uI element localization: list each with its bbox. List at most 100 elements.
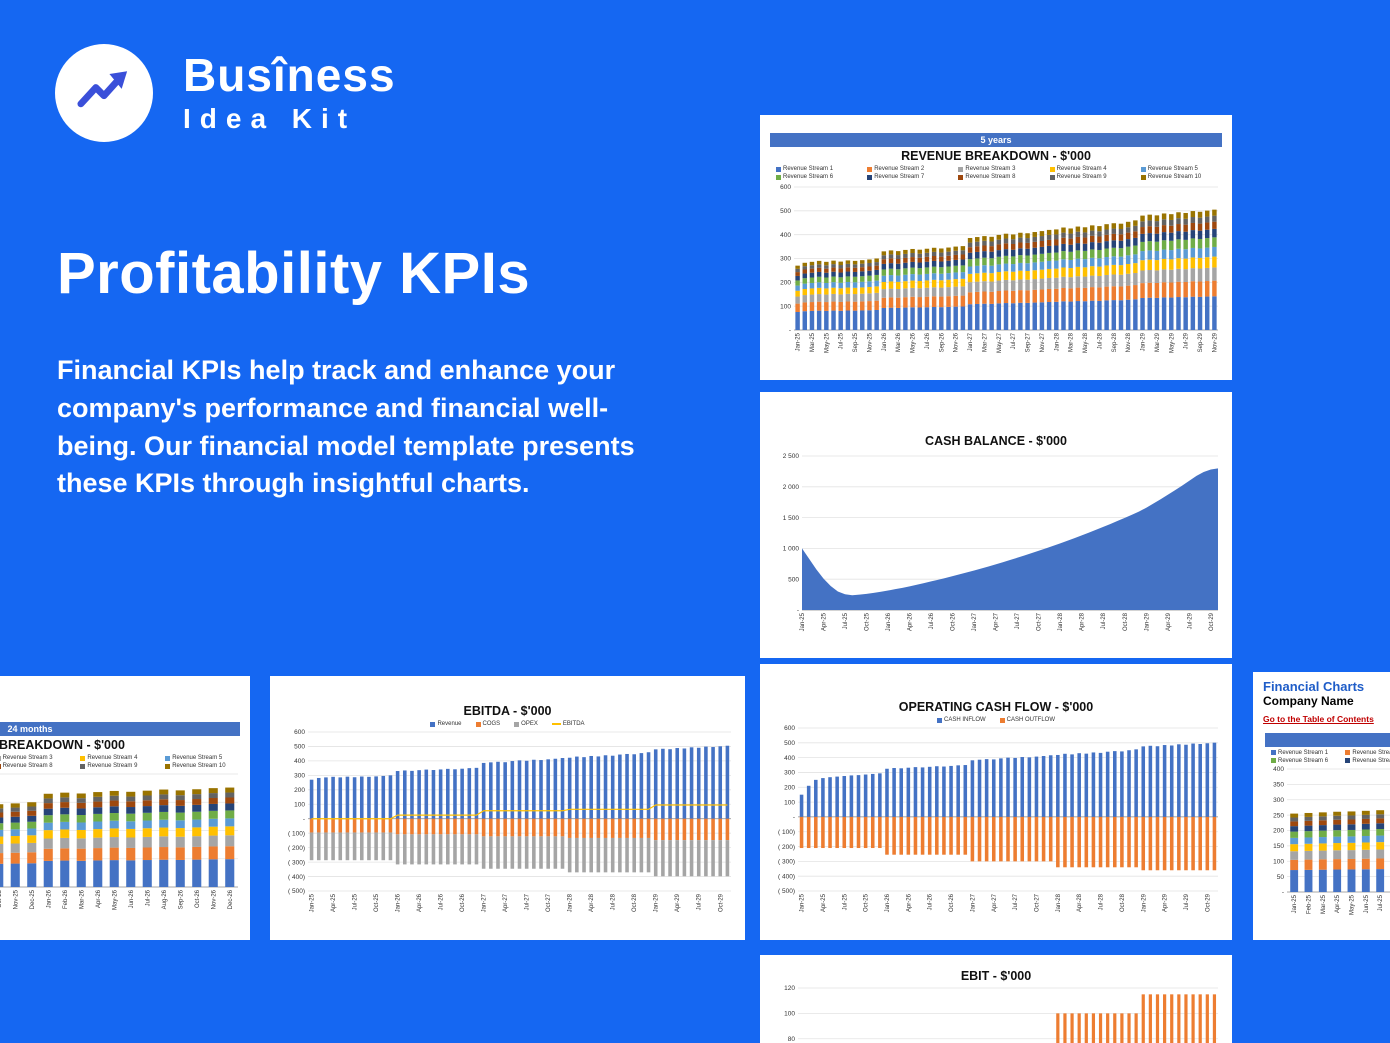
svg-text:500: 500: [784, 740, 795, 747]
brand-logo: Busîness Idea Kit: [55, 44, 396, 142]
svg-text:Jul-25: Jul-25: [839, 332, 845, 349]
legend-item: Revenue: [430, 721, 462, 727]
svg-text:Jan-25: Jan-25: [796, 332, 802, 351]
legend-swatch: [958, 174, 964, 180]
svg-text:Oct-26: Oct-26: [195, 889, 201, 908]
legend-swatch: [936, 717, 942, 723]
chart-title: REVENUE BREAKDOWN - $'000: [0, 738, 125, 752]
svg-text:Jan-28: Jan-28: [1054, 332, 1060, 351]
svg-text:80: 80: [788, 1036, 796, 1043]
chart-legend: Revenue COGS OPEX EBITDA: [278, 721, 737, 727]
svg-text:Apr-27: Apr-27: [994, 612, 1000, 631]
svg-text:-: -: [789, 327, 791, 334]
svg-text:Jan-29: Jan-29: [1141, 893, 1147, 912]
svg-text:300: 300: [1273, 797, 1284, 804]
table-of-contents-link[interactable]: Go to the Table of Contents: [1263, 713, 1374, 724]
svg-text:May-25: May-25: [1350, 894, 1356, 915]
svg-text:Jul-26: Jul-26: [439, 893, 445, 910]
legend-swatch: [1140, 166, 1146, 172]
legend-item: Revenue Stream 1: [768, 166, 859, 172]
svg-text:Nov-25: Nov-25: [13, 889, 19, 909]
operating-cash-flow-card: OPERATING CASH FLOW - $'000 CASH INFLOW C…: [760, 664, 1232, 940]
svg-text:Feb-25: Feb-25: [1307, 894, 1313, 914]
svg-text:Nov-25: Nov-25: [867, 332, 873, 352]
svg-text:Jan-26: Jan-26: [882, 332, 888, 351]
svg-text:Jul-29: Jul-29: [1184, 332, 1190, 349]
svg-text:Jul-28: Jul-28: [1101, 612, 1107, 629]
svg-text:Sep-26: Sep-26: [178, 889, 184, 909]
svg-text:2 500: 2 500: [783, 453, 800, 460]
legend-item: OPEX: [514, 721, 538, 727]
svg-text:Jan-28: Jan-28: [1056, 893, 1062, 912]
svg-text:600: 600: [780, 184, 791, 191]
legend-item: Revenue Stream 8: [950, 174, 1041, 180]
legend-swatch: [165, 755, 171, 761]
svg-text:300: 300: [294, 773, 305, 780]
svg-text:Jul-28: Jul-28: [611, 893, 617, 910]
operating-cash-flow-chart: ( 500) ( 400) ( 300) ( 200) ( 100) - 100 200 300…: [778, 725, 1218, 912]
chart-title: OPERATING CASH FLOW - $'000: [898, 700, 1094, 714]
legend-item: CASH OUTFLOW: [999, 717, 1055, 723]
legend-item: Revenue Stream 3: [0, 755, 72, 761]
svg-text:Jan-25: Jan-25: [800, 893, 806, 912]
revenue-breakdown-5y-chart: - 100 200 300 400 500 600 Jan-25 Mar-25 May-25 Jul…: [780, 184, 1218, 353]
legend-item: Revenue Stream 10: [157, 763, 242, 769]
period-badge: 5 years: [770, 133, 1222, 147]
svg-text:Apr-28: Apr-28: [1080, 612, 1086, 631]
legend-item: Revenue Stream 8: [0, 763, 72, 769]
svg-text:100: 100: [780, 303, 791, 310]
svg-text:Nov-29: Nov-29: [1212, 332, 1218, 352]
svg-text:Feb-26: Feb-26: [63, 889, 69, 909]
svg-text:( 500): ( 500): [288, 888, 305, 895]
svg-text:500: 500: [780, 208, 791, 215]
svg-text:300: 300: [780, 256, 791, 263]
svg-text:Apr-26: Apr-26: [906, 893, 912, 912]
svg-text:Jan-26: Jan-26: [46, 889, 52, 908]
legend-item: Revenue Stream 10: [1133, 174, 1224, 180]
svg-text:Jul-25: Jul-25: [843, 612, 849, 629]
svg-text:Apr-27: Apr-27: [992, 893, 998, 912]
svg-text:Nov-27: Nov-27: [1040, 332, 1046, 352]
svg-text:600: 600: [294, 729, 305, 736]
legend-item: Revenue Stream 2: [1337, 750, 1390, 756]
svg-text:Jul-27: Jul-27: [1011, 332, 1017, 349]
svg-text:-: -: [303, 816, 305, 823]
svg-text:Jun-25: Jun-25: [1364, 894, 1370, 913]
chart-title: REVENUE BREAKDOWN - $'000: [901, 149, 1091, 163]
legend-item: EBITDA: [551, 721, 585, 727]
svg-text:1 000: 1 000: [783, 546, 800, 553]
svg-text:1 500: 1 500: [783, 515, 800, 522]
legend-swatch: [1345, 750, 1351, 756]
svg-text:Jul-27: Jul-27: [1013, 893, 1019, 910]
legend-swatch: [867, 174, 873, 180]
svg-text:Apr-29: Apr-29: [1163, 893, 1169, 912]
legend-swatch: [80, 755, 86, 761]
svg-text:Jan-27: Jan-27: [972, 612, 978, 631]
svg-text:May-26: May-26: [112, 889, 118, 910]
legend-item: Revenue Stream 2: [859, 166, 950, 172]
svg-text:Oct-26: Oct-26: [460, 893, 466, 912]
svg-text:Sep-26: Sep-26: [939, 332, 945, 352]
svg-text:Oct-29: Oct-29: [718, 893, 724, 912]
cash-balance-chart: - 500 1 000 1 500 2 000 2 500 Jan-25 Apr-25 Jul-…: [783, 453, 1218, 631]
svg-text:Apr-25: Apr-25: [331, 893, 337, 912]
svg-text:( 200): ( 200): [288, 845, 305, 852]
svg-text:500: 500: [294, 744, 305, 751]
svg-text:100: 100: [784, 1011, 795, 1018]
svg-text:Oct-25: Oct-25: [0, 889, 3, 908]
svg-text:( 300): ( 300): [778, 859, 795, 866]
svg-text:100: 100: [294, 801, 305, 808]
svg-text:Jan-27: Jan-27: [968, 332, 974, 351]
svg-text:Jul-29: Jul-29: [697, 893, 703, 910]
legend-swatch: [1049, 166, 1055, 172]
page-title: Profitability KPIs: [57, 241, 531, 306]
legend-swatch: [776, 174, 781, 180]
legend-item: Revenue Stream 4: [1042, 166, 1133, 172]
brand-name: Busîness Idea Kit: [183, 51, 396, 134]
legend-item: Revenue Stream 3: [950, 166, 1041, 172]
legend-swatch: [514, 721, 520, 727]
legend-item: Revenue Stream 5: [157, 755, 242, 761]
legend-swatch: [1271, 750, 1276, 756]
